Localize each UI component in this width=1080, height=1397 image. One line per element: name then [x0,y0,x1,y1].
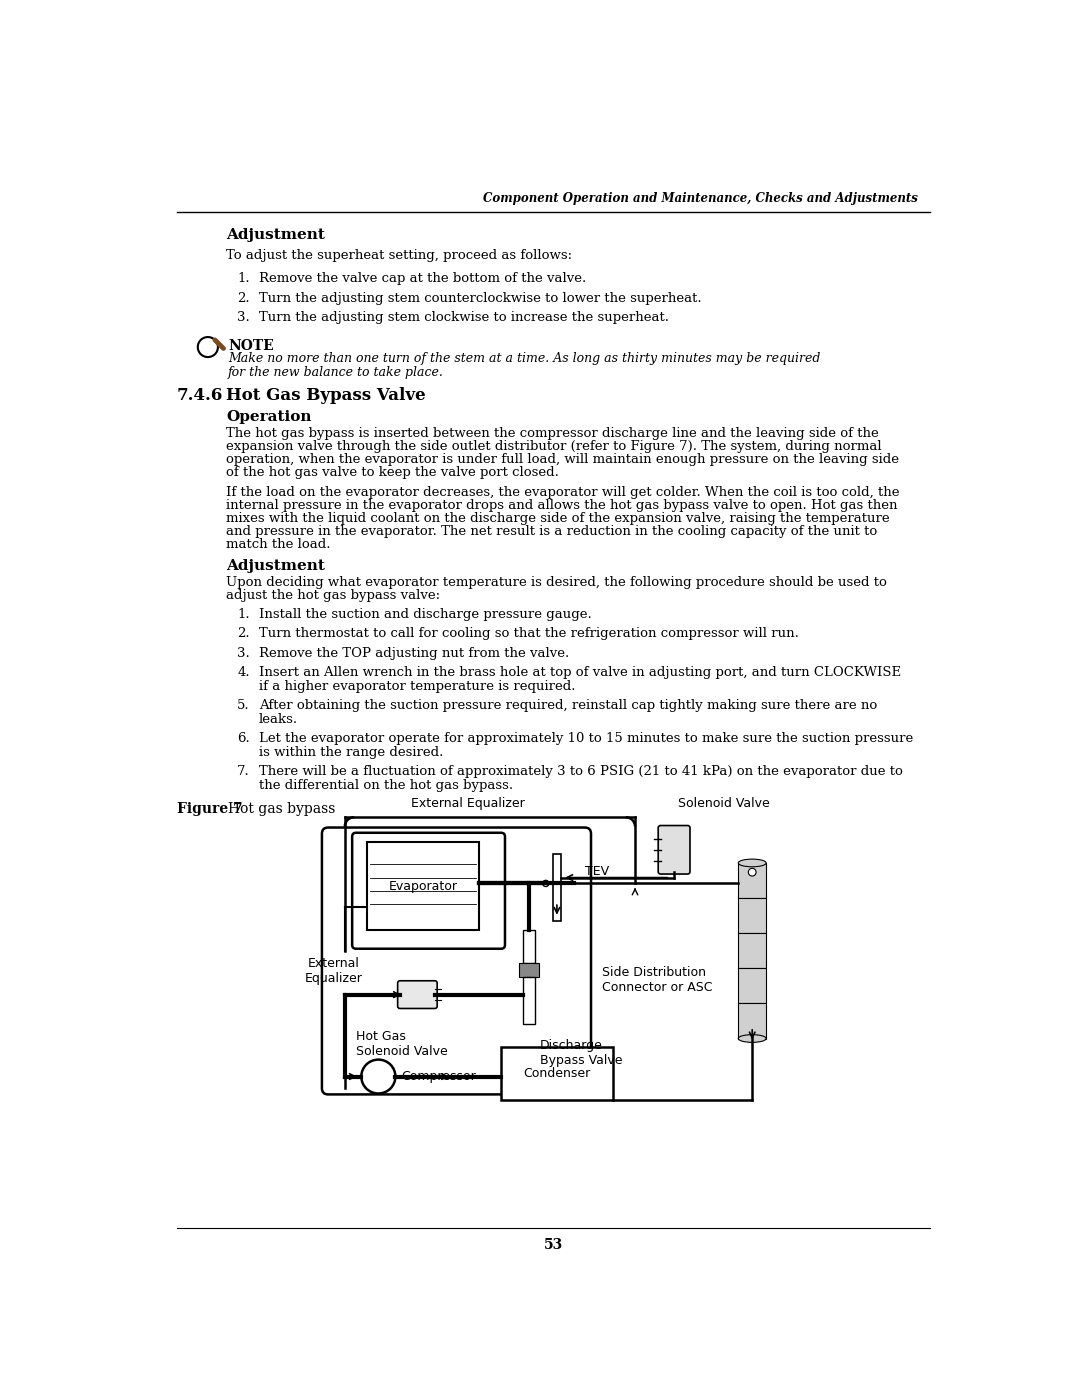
Text: the differential on the hot gas bypass.: the differential on the hot gas bypass. [259,780,513,792]
Text: mixes with the liquid coolant on the discharge side of the expansion valve, rais: mixes with the liquid coolant on the dis… [227,511,890,525]
Bar [501,1048,612,1099]
Text: adjust the hot gas bypass valve:: adjust the hot gas bypass valve: [227,588,441,602]
Text: External
Equalizer: External Equalizer [305,957,363,985]
Text: Figure 7: Figure 7 [177,802,243,816]
Text: 6.: 6. [237,732,249,745]
Text: Discharge
Bypass Valve: Discharge Bypass Valve [540,1038,623,1066]
Text: 7.4.6: 7.4.6 [177,387,224,404]
Bar [739,1003,766,1038]
Ellipse shape [739,859,766,866]
Text: External Equalizer: External Equalizer [410,798,525,810]
Text: Remove the valve cap at the bottom of the valve.: Remove the valve cap at the bottom of th… [259,272,586,285]
Text: Compressor: Compressor [402,1070,476,1083]
Text: Adjustment: Adjustment [227,559,325,573]
Circle shape [542,880,549,887]
Text: Let the evaporator operate for approximately 10 to 15 minutes to make sure the s: Let the evaporator operate for approxima… [259,732,914,745]
Bar [739,933,766,968]
Text: match the load.: match the load. [227,538,330,550]
Text: expansion valve through the side outlet distributor (refer to Figure 7). The sys: expansion valve through the side outlet … [227,440,882,453]
Text: leaks.: leaks. [259,712,298,726]
Text: There will be a fluctuation of approximately 3 to 6 PSIG (21 to 41 kPa) on the e: There will be a fluctuation of approxima… [259,766,903,778]
Text: Turn the adjusting stem clockwise to increase the superheat.: Turn the adjusting stem clockwise to inc… [259,312,669,324]
Text: 4.: 4. [238,666,249,679]
Text: internal pressure in the evaporator drops and allows the hot gas bypass valve to: internal pressure in the evaporator drop… [227,499,897,511]
Bar [367,842,478,930]
Text: 1.: 1. [238,608,249,622]
Ellipse shape [739,1035,766,1042]
Text: if a higher evaporator temperature is required.: if a higher evaporator temperature is re… [259,680,576,693]
Bar [739,863,766,898]
Text: Side Distribution
Connector or ASC: Side Distribution Connector or ASC [602,965,712,995]
Text: Insert an Allen wrench in the brass hole at top of valve in adjusting port, and : Insert an Allen wrench in the brass hole… [259,666,901,679]
Text: Turn the adjusting stem counterclockwise to lower the superheat.: Turn the adjusting stem counterclockwise… [259,292,702,305]
Text: operation, when the evaporator is under full load, will maintain enough pressure: operation, when the evaporator is under … [227,453,900,467]
Text: TEV: TEV [584,865,609,879]
Text: Remove the TOP adjusting nut from the valve.: Remove the TOP adjusting nut from the va… [259,647,569,659]
Text: Condenser: Condenser [524,1067,591,1080]
Circle shape [748,869,756,876]
Circle shape [362,1059,395,1094]
FancyBboxPatch shape [658,826,690,875]
Text: 3.: 3. [237,312,249,324]
Text: 5.: 5. [238,698,249,712]
Bar [739,968,766,1003]
Text: Adjustment: Adjustment [227,228,325,242]
Bar [739,898,766,933]
Text: To adjust the superheat setting, proceed as follows:: To adjust the superheat setting, proceed… [227,249,572,263]
Bar [523,930,536,963]
Text: 2.: 2. [238,627,249,640]
Text: Turn thermostat to call for cooling so that the refrigeration compressor will ru: Turn thermostat to call for cooling so t… [259,627,799,640]
Text: Solenoid Valve: Solenoid Valve [678,798,770,810]
Text: The hot gas bypass is inserted between the compressor discharge line and the lea: The hot gas bypass is inserted between t… [227,427,879,440]
Text: Operation: Operation [227,411,312,425]
Text: 2.: 2. [238,292,249,305]
Text: 3.: 3. [237,647,249,659]
Text: and pressure in the evaporator. The net result is a reduction in the cooling cap: and pressure in the evaporator. The net … [227,525,878,538]
Text: for the new balance to take place.: for the new balance to take place. [228,366,444,379]
Text: Hot gas bypass: Hot gas bypass [228,802,336,816]
Text: Hot Gas
Solenoid Valve: Hot Gas Solenoid Valve [356,1030,448,1058]
Bar [553,854,561,922]
Bar [518,963,539,977]
Text: Component Operation and Maintenance, Checks and Adjustments: Component Operation and Maintenance, Che… [483,191,918,204]
Text: 1.: 1. [238,272,249,285]
FancyBboxPatch shape [352,833,505,949]
Text: is within the range desired.: is within the range desired. [259,746,444,759]
Text: 7.: 7. [237,766,249,778]
Text: Hot Gas Bypass Valve: Hot Gas Bypass Valve [227,387,427,404]
Text: Upon deciding what evaporator temperature is desired, the following procedure sh: Upon deciding what evaporator temperatur… [227,576,888,588]
Text: of the hot gas valve to keep the valve port closed.: of the hot gas valve to keep the valve p… [227,467,559,479]
Text: 53: 53 [544,1238,563,1252]
FancyBboxPatch shape [322,827,591,1094]
Text: Install the suction and discharge pressure gauge.: Install the suction and discharge pressu… [259,608,592,622]
Text: Evaporator: Evaporator [389,880,458,893]
Text: NOTE: NOTE [228,338,273,352]
FancyBboxPatch shape [397,981,437,1009]
Text: If the load on the evaporator decreases, the evaporator will get colder. When th: If the load on the evaporator decreases,… [227,486,900,499]
Text: After obtaining the suction pressure required, reinstall cap tightly making sure: After obtaining the suction pressure req… [259,698,877,712]
Bar [523,977,536,1024]
Text: Make no more than one turn of the stem at a time. As long as thirty minutes may : Make no more than one turn of the stem a… [228,352,821,365]
